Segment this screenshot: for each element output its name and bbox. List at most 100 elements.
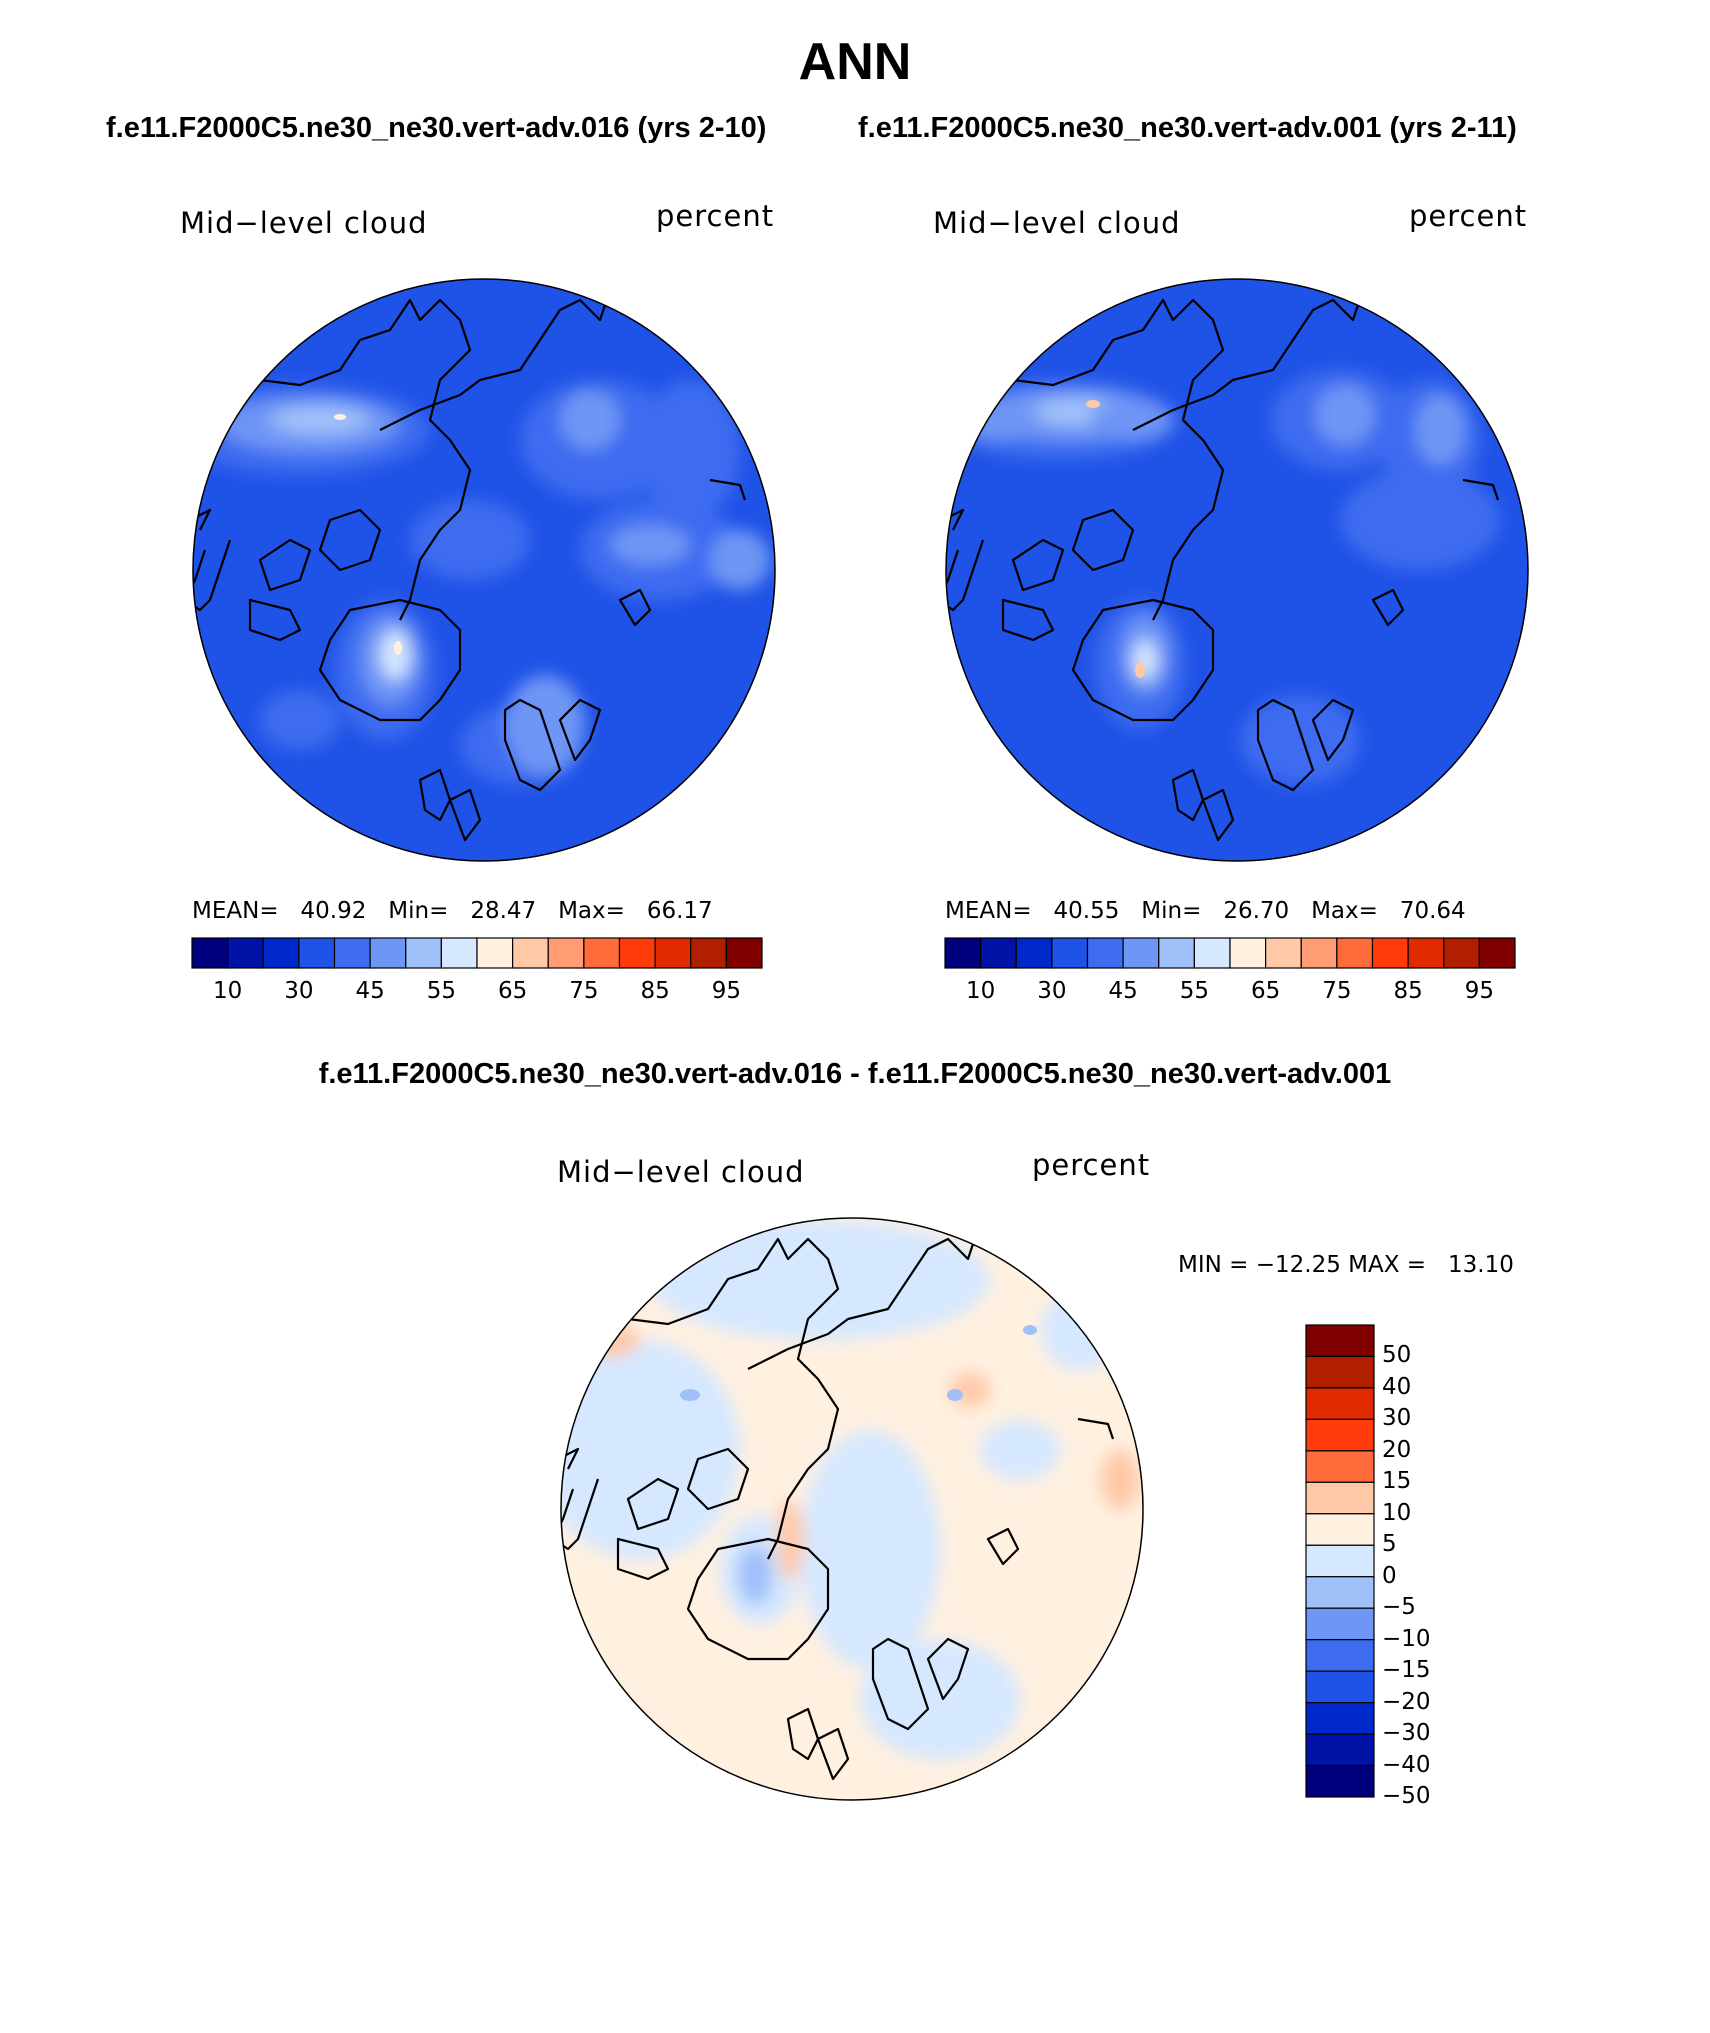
colorbar-swatch [262, 937, 300, 969]
colorbar-tick-label: −30 [1382, 1720, 1431, 1747]
colorbar-tick-label: 55 [1179, 978, 1210, 1004]
figure-title: ANN [798, 33, 912, 91]
colorbar-swatch [1229, 937, 1267, 969]
colorbar-swatch [369, 937, 407, 969]
colorbar-tick-label: 40 [1382, 1373, 1412, 1400]
panel1-units-label: percent [656, 199, 775, 233]
colorbar-tick-label: −50 [1382, 1783, 1431, 1809]
panel1-map-border [192, 278, 776, 862]
colorbar-swatch [1158, 937, 1195, 969]
colorbar-tick-label: 85 [640, 978, 670, 1004]
colorbar-swatch [1305, 1639, 1375, 1672]
colorbar-swatch [1265, 937, 1302, 969]
colorbar-tick-label: 15 [1382, 1468, 1412, 1495]
panel2-units-label: percent [1409, 199, 1528, 233]
panel1-variable-label: Mid−level cloud [180, 206, 428, 240]
colorbar-tick-label: −15 [1382, 1657, 1431, 1684]
colorbar-swatch [1305, 1670, 1375, 1704]
colorbar-tick-label: 45 [355, 978, 385, 1004]
panel3-fill [561, 1218, 1143, 1800]
colorbar-tick-label: −20 [1382, 1688, 1431, 1715]
difference-colorbar-labels: 50 40 30 20 15 10 5 0 −5 −10 −15 −20 −30 −40 −50 [1382, 1325, 1482, 1809]
colorbar-swatch [1305, 1450, 1375, 1483]
colorbar-swatch [1305, 1607, 1375, 1641]
colorbar-tick-label: 10 [1382, 1499, 1412, 1526]
colorbar-swatch [512, 937, 549, 969]
colorbar-swatch [690, 937, 727, 969]
colorbar-tick-label: −10 [1382, 1625, 1431, 1652]
colorbar-tick-label: −5 [1382, 1594, 1416, 1621]
colorbar-swatch [1336, 937, 1374, 969]
panel2-stats: MEAN= 40.55 Min= 26.70 Max= 70.64 [945, 898, 1466, 924]
colorbar-swatch [227, 937, 264, 969]
colorbar-swatch [1305, 1764, 1375, 1798]
colorbar-swatch [333, 937, 371, 969]
panel1-fill [193, 279, 775, 861]
colorbar-swatch [1305, 1702, 1375, 1735]
colorbar-tick-label: 95 [711, 978, 742, 1004]
colorbar-tick-label: 45 [1108, 978, 1138, 1004]
colorbar-tick-label: 75 [1322, 978, 1352, 1004]
colorbar-swatch [1051, 937, 1089, 969]
colorbar-tick-label: 95 [1464, 978, 1495, 1004]
colorbar-swatch [1371, 937, 1409, 969]
panel3-stats: MIN = −12.25 MAX = 13.10 [1178, 1252, 1514, 1278]
colorbar-tick-label: 65 [1250, 978, 1281, 1004]
colorbar-swatch [1305, 1387, 1375, 1421]
colorbar-swatch [1015, 937, 1053, 969]
panel2-fill [946, 279, 1528, 861]
colorbar-swatch [1305, 1418, 1375, 1452]
colorbar-swatch [654, 937, 692, 969]
colorbar-tick-label: 10 [212, 978, 243, 1004]
colorbar-swatch [980, 937, 1017, 969]
colorbar-tick-label: 50 [1382, 1342, 1412, 1369]
colorbar-swatch [1305, 1544, 1375, 1578]
colorbar-tick-label: −40 [1382, 1751, 1431, 1778]
colorbar-swatch [191, 937, 229, 969]
colorbar-tick-label: 30 [1382, 1405, 1412, 1432]
colorbar-tick-label: 55 [426, 978, 457, 1004]
right-case-subtitle: f.e11.F2000C5.ne30_ne30.vert-adv.001 (yr… [858, 112, 1517, 144]
colorbar-tick-label: 0 [1382, 1562, 1397, 1589]
colorbar-swatch [1300, 937, 1338, 969]
colorbar-swatch [944, 937, 982, 969]
panel2-coastlines [946, 288, 1500, 842]
colorbar-swatch [440, 937, 478, 969]
colorbar-tick-label: 20 [1382, 1436, 1412, 1463]
colorbar-swatch [618, 937, 656, 969]
panel3-map-border [560, 1217, 1144, 1801]
colorbar-swatch [1305, 1324, 1375, 1358]
panel2-colorbar-labels: 10 30 45 55 65 75 85 95 [945, 978, 1515, 1008]
colorbar-tick-label: 30 [1037, 978, 1067, 1004]
colorbar-swatch [1443, 937, 1480, 969]
panel3-units-label: percent [1032, 1148, 1151, 1182]
colorbar-swatch [476, 937, 514, 969]
colorbar-swatch [1122, 937, 1160, 969]
panel2-colorbar [944, 937, 1516, 969]
left-case-subtitle: f.e11.F2000C5.ne30_ne30.vert-adv.016 (yr… [106, 112, 767, 144]
colorbar-swatch [1305, 1355, 1375, 1389]
difference-colorbar [1305, 1324, 1375, 1798]
colorbar-swatch [298, 937, 336, 969]
colorbar-swatch [405, 937, 442, 969]
colorbar-swatch [583, 937, 621, 969]
colorbar-tick-label: 5 [1382, 1531, 1397, 1558]
panel2-variable-label: Mid−level cloud [933, 206, 1181, 240]
colorbar-swatch [1305, 1576, 1375, 1609]
colorbar-swatch [1407, 937, 1445, 969]
colorbar-swatch [1305, 1733, 1375, 1767]
colorbar-tick-label: 10 [965, 978, 996, 1004]
colorbar-tick-label: 85 [1393, 978, 1423, 1004]
colorbar-swatch [1305, 1513, 1375, 1546]
panel1-stats: MEAN= 40.92 Min= 28.47 Max= 66.17 [192, 898, 713, 924]
panel1-colorbar-labels: 10 30 45 55 65 75 85 95 [192, 978, 762, 1008]
colorbar-tick-label: 30 [284, 978, 314, 1004]
colorbar-swatch [725, 937, 763, 969]
panel2-map-border [945, 278, 1529, 862]
panel3-variable-label: Mid−level cloud [557, 1155, 805, 1189]
colorbar-swatch [1086, 937, 1124, 969]
colorbar-swatch [1305, 1481, 1375, 1515]
colorbar-swatch [1193, 937, 1231, 969]
colorbar-swatch [1478, 937, 1516, 969]
